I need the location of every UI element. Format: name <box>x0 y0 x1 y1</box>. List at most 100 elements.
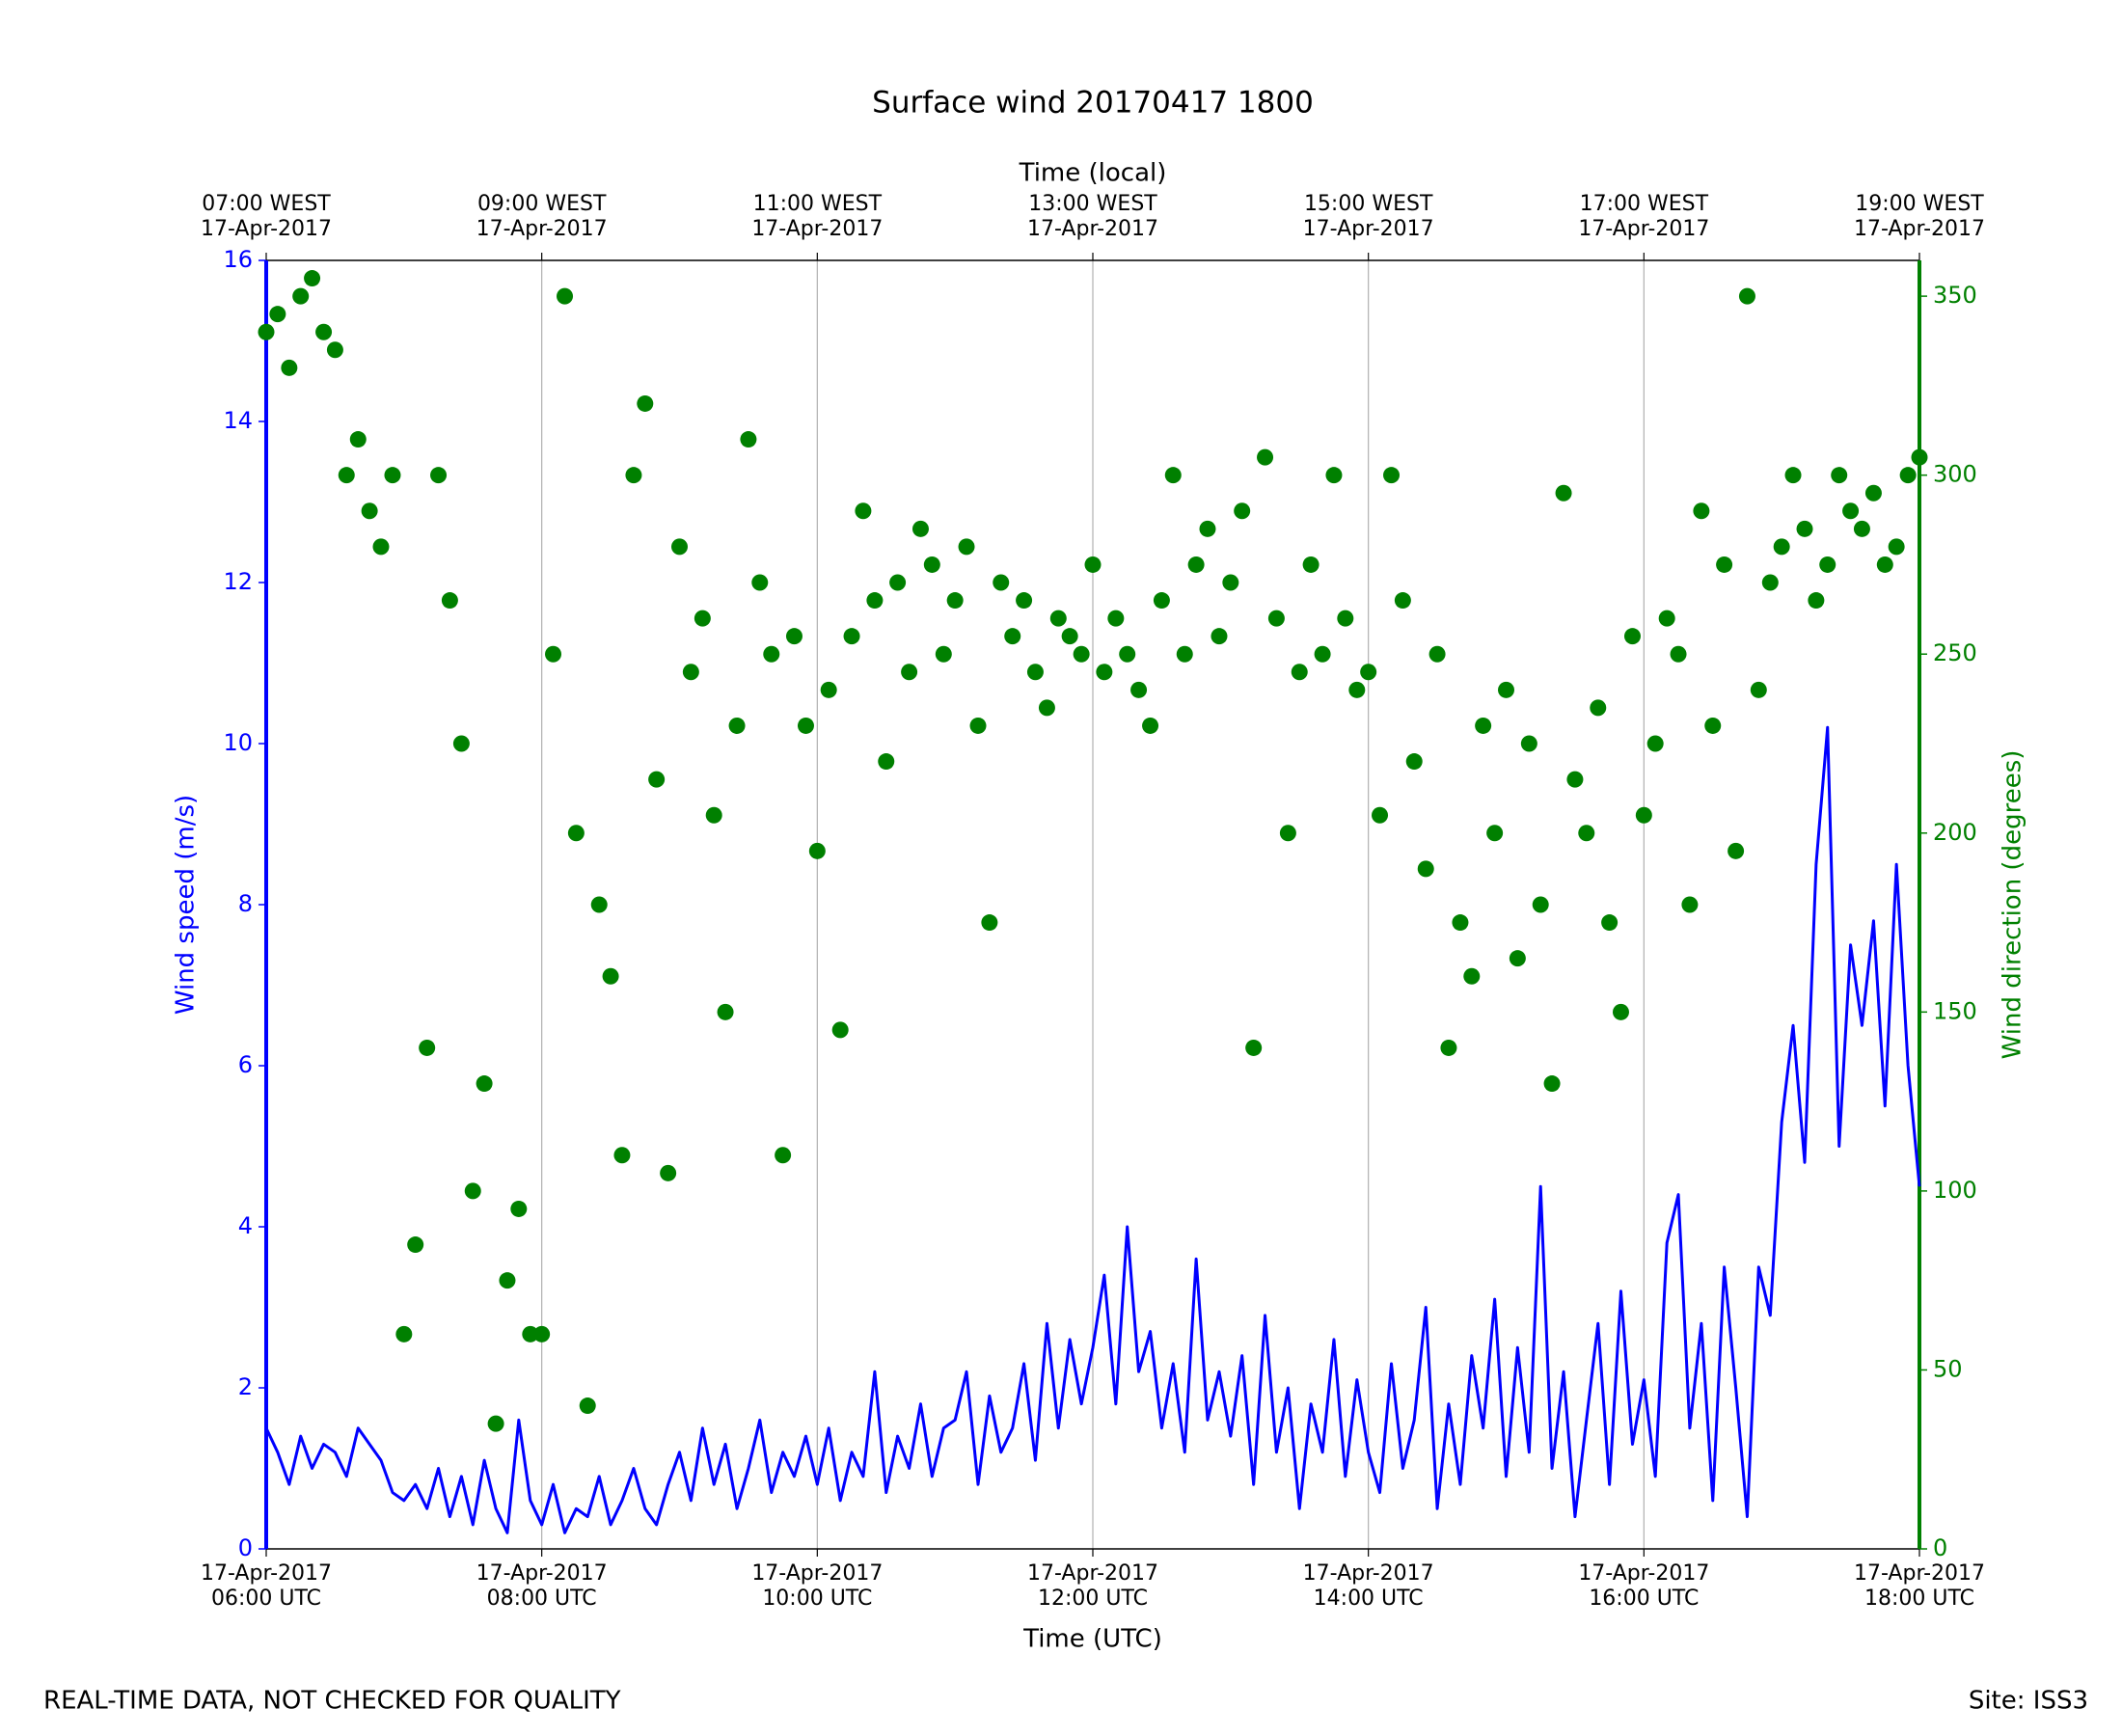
wind-direction-point <box>1257 448 1274 466</box>
x-tick-label: 06:00 UTC <box>211 1587 321 1611</box>
y2-tick-label: 350 <box>1933 282 1977 309</box>
wind-direction-point <box>499 1272 516 1289</box>
y-tick-label: 14 <box>223 407 253 434</box>
wind-direction-point <box>1681 896 1699 913</box>
wind-direction-point <box>1463 967 1481 985</box>
x-tick-label: 17-Apr-2017 <box>201 1561 332 1586</box>
wind-direction-point <box>1199 520 1216 537</box>
wind-direction-point <box>613 1147 631 1164</box>
wind-direction-point <box>1635 806 1652 824</box>
wind-direction-point <box>258 323 275 340</box>
wind-direction-point <box>1026 664 1044 681</box>
wind-direction-point <box>1073 645 1090 663</box>
wind-direction-point <box>338 467 355 484</box>
wind-direction-point <box>1176 645 1193 663</box>
wind-direction-point <box>1325 467 1343 484</box>
y-tick-label: 4 <box>238 1212 253 1239</box>
wind-direction-point <box>1417 860 1434 878</box>
wind-direction-point <box>304 270 321 287</box>
y-tick-label: 10 <box>223 729 253 756</box>
wind-direction-point <box>292 287 310 305</box>
wind-direction-point <box>361 502 378 520</box>
x-tick-label: 17-Apr-2017 <box>751 1561 883 1586</box>
y-tick-label: 16 <box>223 246 253 273</box>
x2-tick-label: 11:00 WEST <box>753 192 883 216</box>
wind-direction-point <box>1372 806 1389 824</box>
wind-direction-point <box>1888 538 1905 556</box>
wind-direction-point <box>1164 467 1182 484</box>
wind-direction-point <box>946 592 964 610</box>
wind-direction-point <box>1658 610 1675 627</box>
wind-direction-point <box>1532 896 1549 913</box>
wind-direction-point <box>717 1003 734 1020</box>
wind-direction-point <box>1864 484 1882 502</box>
wind-direction-point <box>958 538 975 556</box>
wind-direction-point <box>315 323 333 340</box>
wind-direction-point <box>545 645 562 663</box>
wind-direction-point <box>1107 610 1125 627</box>
wind-direction-point <box>1899 467 1917 484</box>
wind-direction-point <box>372 538 390 556</box>
wind-direction-point <box>878 753 895 771</box>
wind-direction-point <box>430 467 448 484</box>
wind-direction-point <box>349 431 367 448</box>
wind-direction-point <box>1337 610 1354 627</box>
x2-tick-label: 17-Apr-2017 <box>476 217 608 241</box>
x-tick-label: 17-Apr-2017 <box>1303 1561 1434 1586</box>
wind-direction-point <box>1612 1003 1629 1020</box>
wind-direction-point <box>889 574 907 591</box>
wind-direction-point <box>1383 467 1401 484</box>
y2-tick-label: 150 <box>1933 997 1977 1024</box>
wind-direction-point <box>1222 574 1239 591</box>
x-tick-label: 10:00 UTC <box>762 1587 872 1611</box>
wind-direction-point <box>487 1415 504 1432</box>
wind-direction-point <box>820 681 837 698</box>
x2-tick-label: 19:00 WEST <box>1855 192 1984 216</box>
wind-direction-point <box>1693 502 1710 520</box>
wind-direction-point <box>648 771 666 788</box>
wind-direction-point <box>1348 681 1366 698</box>
wind-direction-point <box>901 664 918 681</box>
site-label: Site: ISS3 <box>1969 1687 2088 1716</box>
wind-direction-point <box>866 592 884 610</box>
wind-direction-point <box>1394 592 1411 610</box>
wind-direction-point <box>682 664 699 681</box>
wind-direction-point <box>1853 520 1870 537</box>
wind-direction-point <box>775 1147 792 1164</box>
wind-direction-point <box>1623 628 1641 645</box>
wind-direction-point <box>728 717 746 734</box>
wind-direction-point <box>522 1325 539 1343</box>
wind-direction-point <box>1428 645 1446 663</box>
wind-direction-point <box>1738 287 1755 305</box>
wind-direction-point <box>1716 556 1733 573</box>
wind-direction-point <box>602 967 619 985</box>
wind-direction-point <box>660 1164 677 1181</box>
wind-direction-point <box>326 341 343 359</box>
wind-direction-point <box>407 1236 424 1254</box>
wind-direction-point <box>1543 1075 1561 1093</box>
x2-tick-label: 15:00 WEST <box>1304 192 1433 216</box>
wind-direction-point <box>1601 914 1619 932</box>
wind-direction-point <box>1130 681 1148 698</box>
wind-direction-point <box>911 520 929 537</box>
wind-direction-point <box>1187 556 1205 573</box>
wind-direction-point <box>1773 538 1790 556</box>
wind-direction-point <box>1038 699 1055 717</box>
wind-direction-point <box>1302 556 1319 573</box>
wind-direction-point <box>1360 664 1377 681</box>
wind-direction-point <box>1704 717 1722 734</box>
wind-direction-point <box>1245 1039 1263 1056</box>
y2-tick-label: 0 <box>1933 1534 1947 1561</box>
wind-direction-point <box>740 431 757 448</box>
wind-direction-point <box>1267 610 1285 627</box>
wind-direction-point <box>1119 645 1136 663</box>
wind-direction-point <box>1142 717 1159 734</box>
x2-tick-label: 17-Apr-2017 <box>1854 217 1985 241</box>
x2-axis-title: Time (local) <box>1019 159 1167 188</box>
y-tick-label: 12 <box>223 568 253 595</box>
wind-direction-point <box>1831 467 1848 484</box>
wind-direction-point <box>1314 645 1331 663</box>
wind-direction-point <box>1796 520 1813 537</box>
wind-direction-point <box>1061 628 1078 645</box>
x2-tick-label: 17-Apr-2017 <box>1578 217 1709 241</box>
